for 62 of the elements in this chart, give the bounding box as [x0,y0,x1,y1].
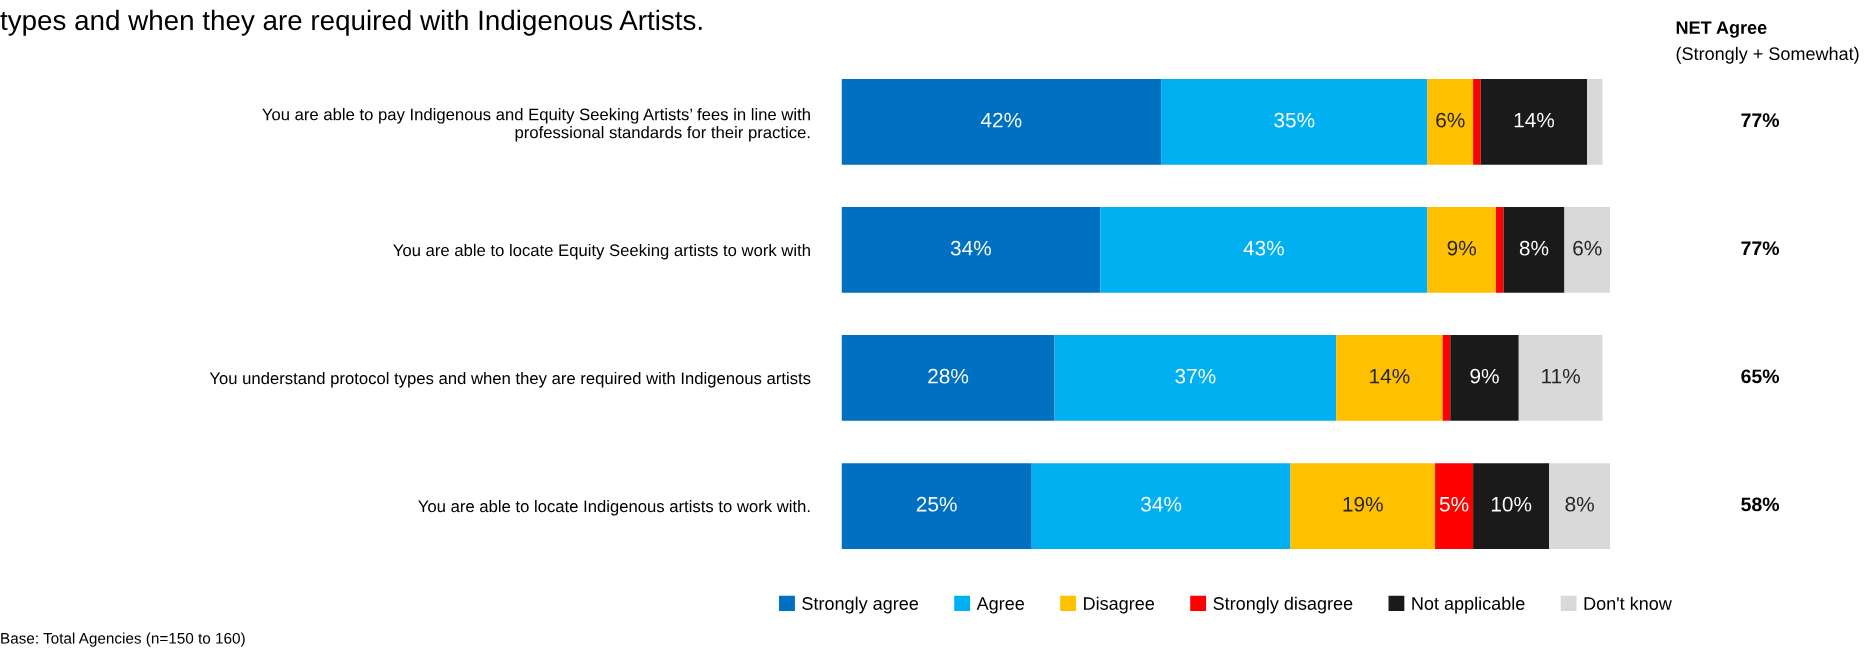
bar [1564,207,1611,293]
data-label: 10% [1491,496,1532,512]
legend-label: Strongly agree [802,596,919,614]
data-label: 6% [1436,112,1465,128]
bar [1427,207,1496,293]
data-label: 8% [1565,496,1594,512]
bar [1336,335,1443,421]
bar [1480,78,1588,165]
bar [1161,78,1428,165]
data-label: 11% [1542,368,1580,384]
data-label: 28% [928,368,969,384]
bar [1549,463,1611,549]
bar [1435,463,1474,549]
bar [1587,78,1603,165]
legend-label: Disagree [1084,596,1155,614]
legend-label: Not applicable [1412,596,1525,614]
bar [1473,78,1481,165]
data-label: 43% [1243,240,1284,256]
text: 77% [1741,113,1780,128]
y-tick-label: You are able to locate Equity Seeking artists to work with [393,243,810,260]
text: types and when they are required with Indigenous Artists. [0,9,702,36]
data-label: 8% [1519,240,1549,256]
text: NET Agree [1676,21,1767,38]
data-label: 5% [1439,496,1469,512]
data-label: 34% [1141,496,1182,512]
bar [1054,335,1337,421]
data-label: 14% [1514,112,1555,128]
legend-label: Strongly disagree [1213,596,1353,614]
text: 77% [1741,241,1780,256]
bar [841,463,1032,549]
bar [841,78,1162,165]
data-label: 37% [1175,368,1216,384]
data-label: 25% [916,496,957,512]
bar [1031,463,1291,549]
data-label: 6% [1573,240,1602,256]
bar [1518,335,1603,421]
text: 65% [1741,369,1780,384]
bar [1450,335,1519,421]
legend-label: Don't know [1584,596,1672,610]
data-label: 19% [1343,496,1383,512]
bar [1290,463,1436,549]
text: 58% [1741,497,1780,512]
data-label: 14% [1370,368,1410,384]
data-label: 9% [1470,368,1499,384]
text: Base: Total Agencies (n=150 to 160) [1,632,245,647]
y-tick-label: You understand protocol types and when they are required with Indigenous artists [209,371,811,388]
data-label: 34% [950,240,991,256]
data-label: 9% [1447,240,1476,256]
bar [1442,335,1451,421]
bar [1473,463,1550,549]
bar [1100,207,1428,293]
data-label: 42% [980,112,1022,128]
bar [841,207,1101,293]
text: (Strongly + Somewhat) [1676,46,1859,64]
bar [1503,207,1565,293]
bar [1495,207,1504,293]
bar [1427,78,1474,165]
data-label: 35% [1274,112,1315,128]
y-tick-label: You are able to pay Indigenous and Equity Seeking Artists’ fees in line with professional standards for their practice. [262,108,810,142]
bar [841,335,1055,421]
y-tick-label: You are able to locate Indigenous artists to work with. [418,499,810,516]
legend-label: Agree [976,597,1024,614]
